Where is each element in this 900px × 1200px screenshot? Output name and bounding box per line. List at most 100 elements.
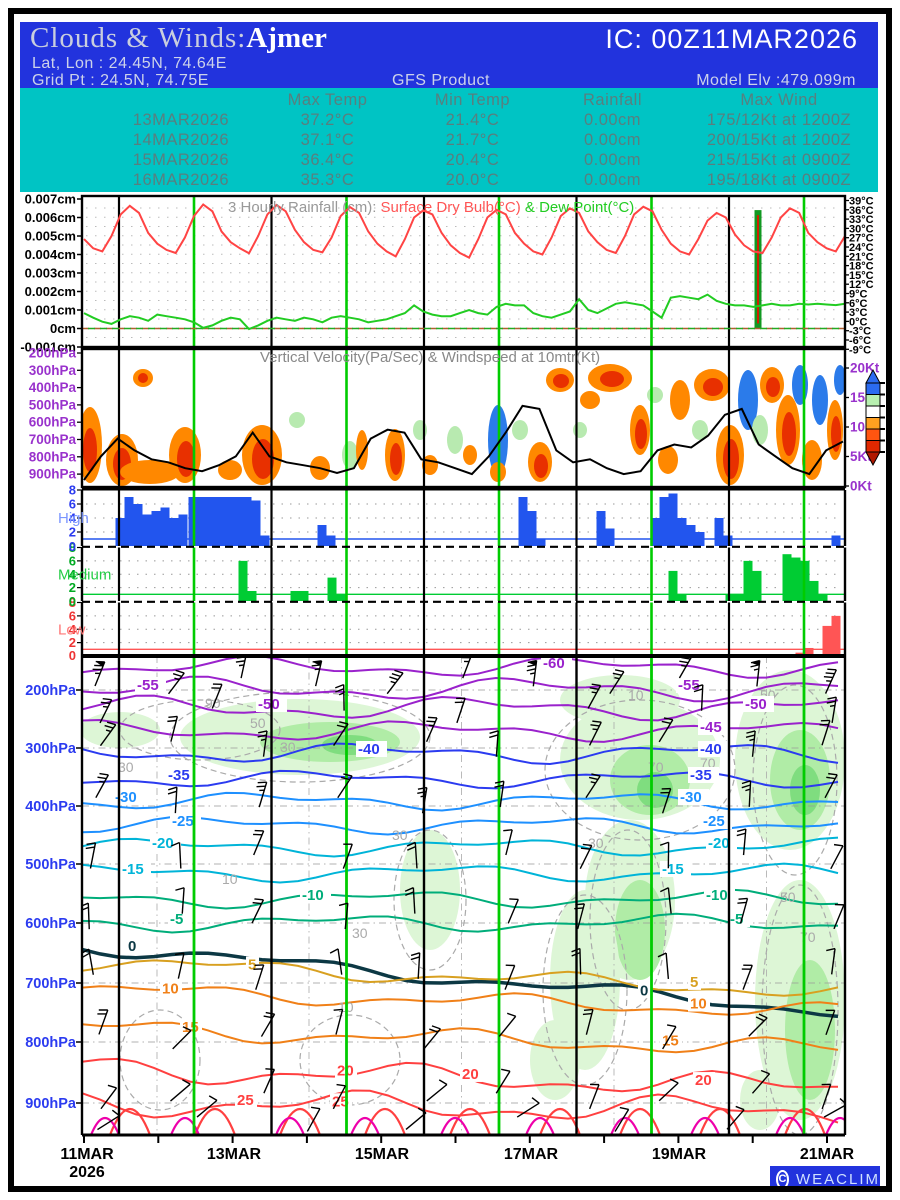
svg-text:200hPa: 200hPa <box>29 346 77 361</box>
svg-text:-5: -5 <box>730 911 743 928</box>
svg-text:-45: -45 <box>700 719 722 736</box>
panel-vertical-velocity: 200hPa 300hPa 400hPa 500hPa 600hPa 700hPa 800h… <box>29 346 885 494</box>
svg-text:0.003cm: 0.003cm <box>25 266 76 281</box>
svg-text:-10: -10 <box>302 887 324 904</box>
svg-text:2: 2 <box>69 580 76 595</box>
svg-text:39°C: 39°C <box>849 196 874 208</box>
svg-text:33°C: 33°C <box>849 214 874 226</box>
svg-text:12°C: 12°C <box>849 279 874 291</box>
svg-text:15MAR: 15MAR <box>355 1146 410 1163</box>
svg-text:900hPa: 900hPa <box>25 1096 77 1112</box>
svg-text:600hPa: 600hPa <box>25 916 77 932</box>
svg-text:800hPa: 800hPa <box>25 1035 77 1051</box>
summary-table-header: Max Temp Min Temp Rainfall Max Wind <box>20 90 878 110</box>
svg-text:6: 6 <box>69 497 76 512</box>
panel-rain-temp: 0.007cm 0.006cm 0.005cm 0.004cm 0.003cm 0.002… <box>20 192 873 357</box>
svg-text:0: 0 <box>128 938 136 955</box>
svg-text:300hPa: 300hPa <box>25 741 77 757</box>
svg-text:Vertical Velocity(Pa/Sec) & Wi: Vertical Velocity(Pa/Sec) & Windspeed at… <box>260 349 600 366</box>
svg-text:400hPa: 400hPa <box>25 799 77 815</box>
svg-text:0.002cm: 0.002cm <box>25 284 76 299</box>
col-max-temp: Max Temp <box>287 91 368 109</box>
svg-text:0: 0 <box>69 648 76 663</box>
svg-text:50: 50 <box>780 889 796 905</box>
svg-text:2: 2 <box>69 525 76 540</box>
table-row: 14MAR2026 37.1°C 21.7°C 0.00cm 200/15Kt … <box>132 131 852 149</box>
svg-text:0: 0 <box>69 539 76 554</box>
svg-text:-0.001cm: -0.001cm <box>20 340 76 355</box>
svg-text:-60: -60 <box>543 655 565 672</box>
svg-text:-15: -15 <box>122 861 144 878</box>
svg-text:3°C: 3°C <box>849 307 868 319</box>
svg-text:0.004cm: 0.004cm <box>25 247 76 262</box>
svg-text:-9°C: -9°C <box>849 344 871 356</box>
svg-text:18°C: 18°C <box>849 261 874 273</box>
page-title-prefix: Clouds & Winds: <box>30 22 247 54</box>
svg-text:2026: 2026 <box>69 1164 105 1181</box>
svg-text:20: 20 <box>462 1066 479 1083</box>
svg-text:-55: -55 <box>678 677 700 694</box>
init-condition-label: IC: 00Z11MAR2026 <box>605 24 858 54</box>
svg-text:21MAR: 21MAR <box>800 1146 855 1163</box>
svg-text:500hPa: 500hPa <box>29 397 77 412</box>
svg-text:-25: -25 <box>703 813 725 830</box>
panel-winds-aloft: 905030107030507030103050701030-60-55-55-… <box>25 654 847 1137</box>
svg-text:900hPa: 900hPa <box>29 467 77 482</box>
svg-text:-3°C: -3°C <box>849 326 871 338</box>
table-row: 13MAR2026 37.2°C 21.4°C 0.00cm 175/12Kt … <box>132 111 852 129</box>
svg-text:36°C: 36°C <box>849 205 874 217</box>
svg-text:4: 4 <box>69 511 77 526</box>
svg-text:0.005cm: 0.005cm <box>25 229 76 244</box>
col-max-wind: Max Wind <box>740 91 818 109</box>
svg-text:6: 6 <box>69 608 76 623</box>
svg-text:Low: Low <box>58 621 86 638</box>
svg-text:5: 5 <box>248 957 256 974</box>
svg-text:30: 30 <box>352 925 368 941</box>
svg-text:25: 25 <box>332 1093 349 1110</box>
svg-text:27°C: 27°C <box>849 233 874 245</box>
svg-text:700hPa: 700hPa <box>25 976 77 992</box>
station-name: Ajmer <box>246 22 327 54</box>
svg-text:500hPa: 500hPa <box>25 857 77 873</box>
model-elevation: Model Elv :479.099m <box>696 72 856 89</box>
wind-barbs <box>82 656 845 1132</box>
svg-text:8: 8 <box>69 483 76 498</box>
brand-label: WEACLIM <box>795 1170 880 1188</box>
weaclim-badge: C WEACLIM <box>770 1166 880 1192</box>
svg-text:0°C: 0°C <box>849 316 868 328</box>
svg-text:-35: -35 <box>690 767 712 784</box>
svg-text:50: 50 <box>250 715 266 731</box>
svg-text:-10: -10 <box>706 887 728 904</box>
svg-text:200hPa: 200hPa <box>25 683 77 699</box>
svg-text:15°C: 15°C <box>849 270 874 282</box>
col-rainfall: Rainfall <box>582 91 643 109</box>
svg-text:30: 30 <box>118 759 134 775</box>
svg-text:4: 4 <box>69 567 77 582</box>
svg-text:11MAR: 11MAR <box>60 1146 114 1163</box>
svg-text:10: 10 <box>162 980 179 997</box>
svg-text:0cm: 0cm <box>50 321 76 336</box>
svg-text:13MAR: 13MAR <box>207 1146 262 1163</box>
svg-text:-20: -20 <box>708 835 730 852</box>
svg-text:8: 8 <box>69 595 76 610</box>
svg-text:-55: -55 <box>137 677 159 694</box>
svg-text:6°C: 6°C <box>849 298 868 310</box>
svg-text:-40: -40 <box>700 741 722 758</box>
table-row: 15MAR2026 36.4°C 20.4°C 0.00cm 215/15Kt … <box>132 151 852 169</box>
svg-text:10: 10 <box>222 871 238 887</box>
svg-text:10: 10 <box>690 996 707 1013</box>
svg-text:70: 70 <box>800 929 816 945</box>
svg-text:30°C: 30°C <box>849 223 874 235</box>
svg-text:90: 90 <box>205 695 221 711</box>
svg-text:-30: -30 <box>680 789 702 806</box>
col-min-temp: Min Temp <box>434 91 511 109</box>
svg-text:0.001cm: 0.001cm <box>25 303 76 318</box>
header: Clouds & Winds:Ajmer IC: 00Z11MAR2026 La… <box>20 22 878 89</box>
svg-text:0Kt: 0Kt <box>850 479 872 494</box>
svg-text:-50: -50 <box>745 696 767 713</box>
